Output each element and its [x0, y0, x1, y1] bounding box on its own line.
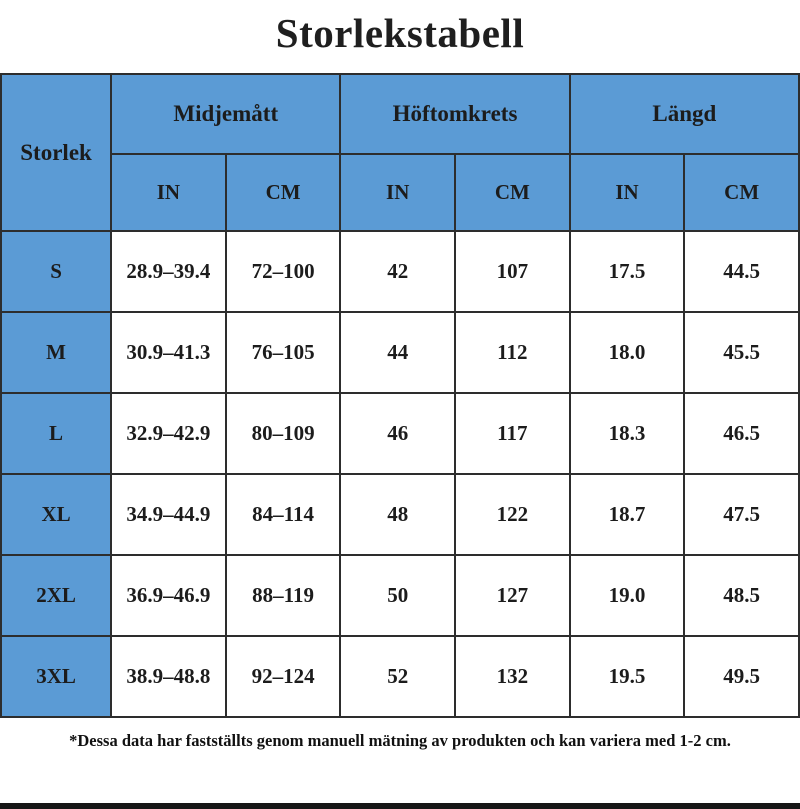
- measurement-cell: 50: [339, 554, 457, 637]
- size-label-cell: M: [0, 311, 113, 394]
- table-row: 3XL 38.9–48.8 92–124 52 132 19.5 49.5: [0, 635, 800, 718]
- corner-header-storlek: Storlek: [0, 73, 113, 232]
- unit-header-in: IN: [339, 153, 457, 232]
- measurement-cell: 42: [339, 230, 457, 313]
- measurement-cell: 127: [454, 554, 571, 637]
- size-label-cell: 3XL: [0, 635, 113, 718]
- measurement-cell: 32.9–42.9: [110, 392, 227, 475]
- unit-header-row: IN CM IN CM IN CM: [1, 153, 800, 232]
- measurement-cell: 17.5: [568, 230, 686, 313]
- measurement-cell: 19.5: [568, 635, 686, 718]
- measurement-cell: 30.9–41.3: [110, 311, 227, 394]
- size-label-cell: L: [0, 392, 113, 475]
- page-title: Storlekstabell: [275, 10, 525, 56]
- measurement-cell: 38.9–48.8: [110, 635, 227, 718]
- size-label-cell: 2XL: [0, 554, 113, 637]
- measurement-cell: 44: [339, 311, 457, 394]
- measurement-cell: 34.9–44.9: [110, 473, 227, 556]
- unit-header-cm: CM: [454, 153, 571, 232]
- group-header-langd: Längd: [568, 73, 800, 155]
- group-header-midjematt: Midjemått: [110, 73, 342, 155]
- unit-header-cm: CM: [683, 153, 800, 232]
- size-table-body: S 28.9–39.4 72–100 42 107 17.5 44.5 M 30.9–41.3 7…: [0, 230, 800, 718]
- measurement-cell: 36.9–46.9: [110, 554, 227, 637]
- footnote: *Dessa data har fastställts genom manuel…: [69, 731, 731, 750]
- group-header-hoftomkrets: Höftomkrets: [339, 73, 571, 155]
- size-label-cell: S: [0, 230, 113, 313]
- measurement-cell: 52: [339, 635, 457, 718]
- measurement-cell: 48: [339, 473, 457, 556]
- unit-header-cm: CM: [224, 153, 342, 232]
- measurement-cell: 18.0: [568, 311, 686, 394]
- measurement-cell: 49.5: [683, 635, 800, 718]
- measurement-cell: 107: [454, 230, 571, 313]
- measurement-cell: 112: [454, 311, 571, 394]
- bottom-bar: [0, 803, 800, 809]
- unit-header-in: IN: [568, 153, 686, 232]
- measurement-cell: 122: [454, 473, 571, 556]
- measurement-cell: 19.0: [568, 554, 686, 637]
- measurement-cell: 44.5: [683, 230, 800, 313]
- measurement-cell: 46: [339, 392, 457, 475]
- table-row: XL 34.9–44.9 84–114 48 122 18.7 47.5: [0, 473, 800, 556]
- measurement-cell: 132: [454, 635, 571, 718]
- table-row: S 28.9–39.4 72–100 42 107 17.5 44.5: [0, 230, 800, 313]
- measurement-cell: 80–109: [224, 392, 342, 475]
- measurement-cell: 84–114: [224, 473, 342, 556]
- measurement-cell: 47.5: [683, 473, 800, 556]
- measurement-cell: 92–124: [224, 635, 342, 718]
- table-row: L 32.9–42.9 80–109 46 117 18.3 46.5: [0, 392, 800, 475]
- measurement-cell: 28.9–39.4: [110, 230, 227, 313]
- table-row: 2XL 36.9–46.9 88–119 50 127 19.0 48.5: [0, 554, 800, 637]
- measurement-cell: 72–100: [224, 230, 342, 313]
- table-row: M 30.9–41.3 76–105 44 112 18.0 45.5: [0, 311, 800, 394]
- measurement-cell: 88–119: [224, 554, 342, 637]
- measurement-cell: 46.5: [683, 392, 800, 475]
- measurement-cell: 117: [454, 392, 571, 475]
- measurement-cell: 18.7: [568, 473, 686, 556]
- size-table: Storlek Midjemått Höftomkrets Längd IN C…: [0, 73, 800, 718]
- unit-header-in: IN: [110, 153, 227, 232]
- measurement-cell: 48.5: [683, 554, 800, 637]
- measurement-cell: 76–105: [224, 311, 342, 394]
- size-table-header: Storlek Midjemått Höftomkrets Längd IN C…: [0, 73, 800, 232]
- measurement-cell: 18.3: [568, 392, 686, 475]
- size-label-cell: XL: [0, 473, 113, 556]
- measurement-cell: 45.5: [683, 311, 800, 394]
- group-header-row: Storlek Midjemått Höftomkrets Längd: [0, 73, 800, 232]
